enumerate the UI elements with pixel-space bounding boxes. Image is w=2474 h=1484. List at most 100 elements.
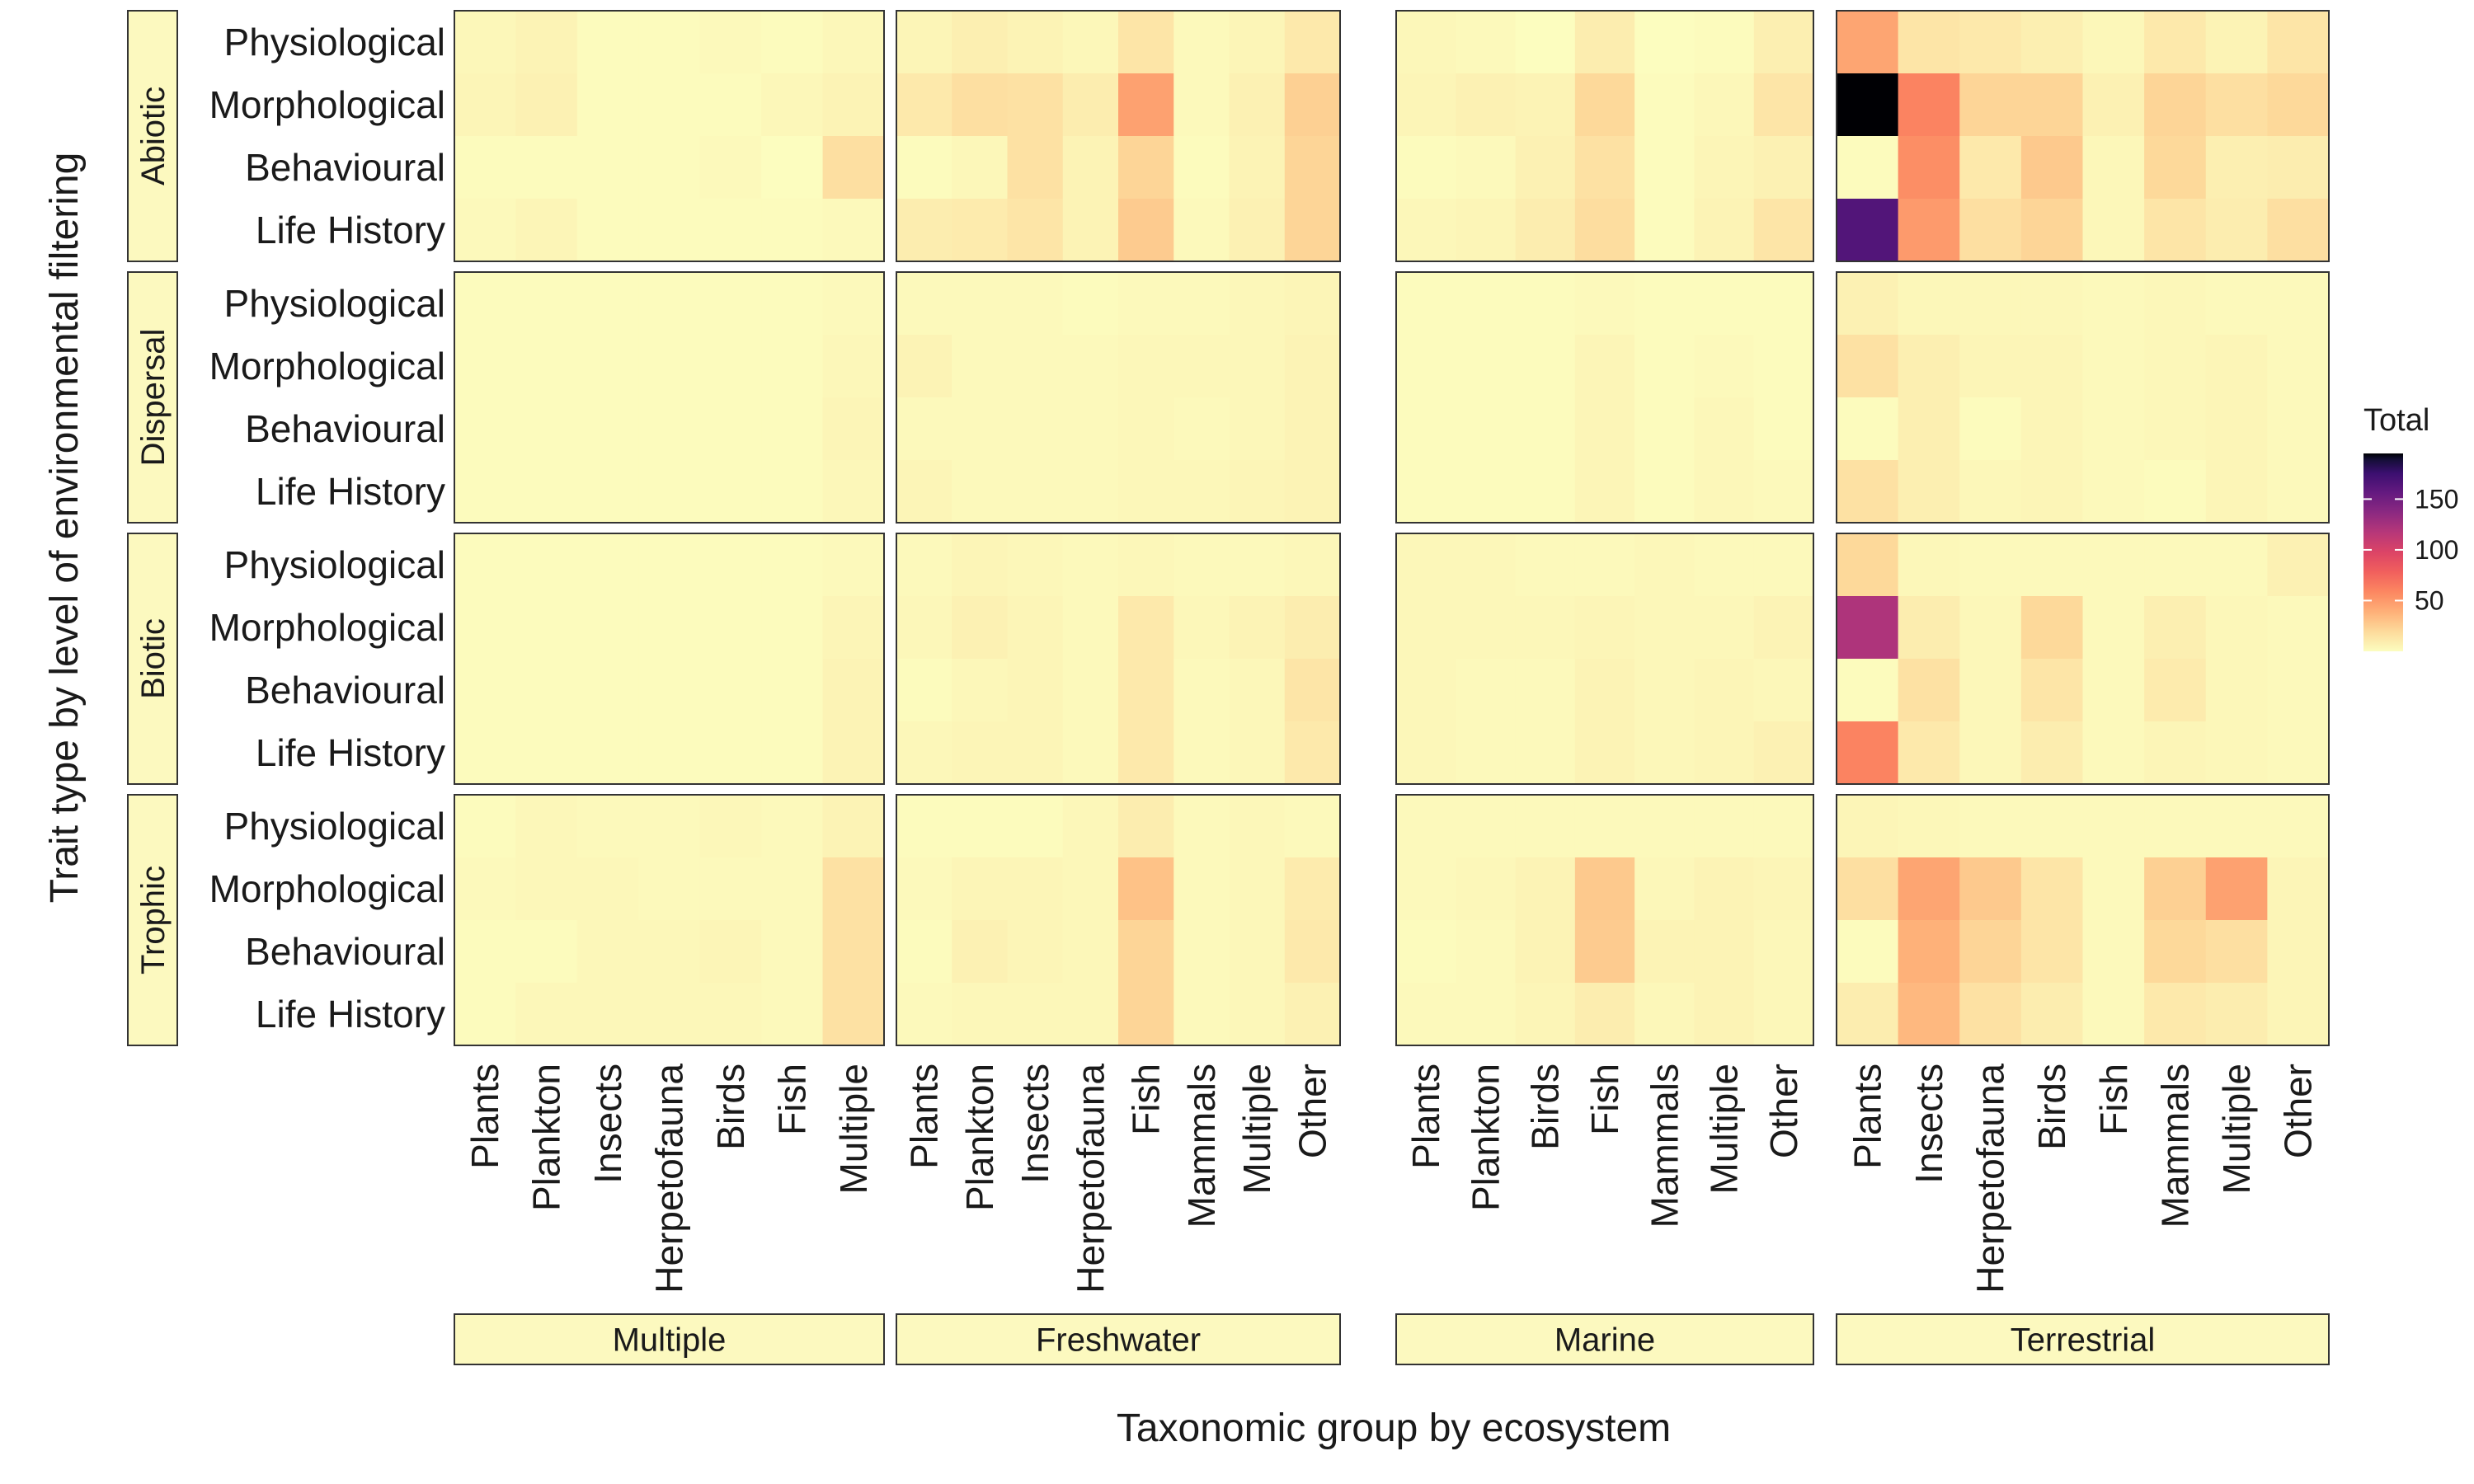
heatmap-cell [1174,795,1230,858]
heatmap-cell [454,596,517,660]
heatmap-cell [1229,721,1286,785]
heatmap-cell [1634,397,1696,461]
heatmap-cell [1007,533,1064,597]
heatmap-cell [2205,272,2268,336]
heatmap-cell [576,460,639,524]
heatmap-cell [1515,11,1576,74]
heatmap-cell [1284,335,1341,398]
heatmap-cell [1515,73,1576,137]
y-axis-title: Trait type by level of environmental fil… [43,153,87,904]
heatmap-cell [1515,460,1576,524]
heatmap-cell [576,11,639,74]
heatmap-cell [1007,11,1064,74]
heatmap-cell [1062,199,1119,262]
heatmap-cell [1634,272,1696,336]
heatmap-cell [699,272,762,336]
heatmap-cell [1898,397,1960,461]
heatmap-cell [2020,272,2084,336]
heatmap-cell [2205,920,2268,984]
heatmap-cell [761,983,824,1046]
heatmap-cell [638,983,701,1046]
heatmap-cell [1837,596,1899,660]
heatmap-cell [1837,659,1899,722]
heatmap-cell [1515,596,1576,660]
heatmap-cell [2267,11,2330,74]
heatmap-cell [1753,721,1814,785]
heatmap-cell [699,795,762,858]
heatmap-cell [1837,136,1899,200]
heatmap-cell [454,460,517,524]
heatmap-cell [1634,983,1696,1046]
heatmap-cell [1515,659,1576,722]
heatmap-cell [1959,272,2022,336]
legend: Total 150 100 50 [2363,403,2458,651]
heatmap-cell [1753,857,1814,921]
col-facet-strip-marine [1395,1313,1814,1365]
heatmap-cell [822,721,885,785]
heatmap-cell [761,460,824,524]
heatmap-cell [1515,721,1576,785]
x-tick-label-birds: Birds [2030,1064,2073,1150]
heatmap-cell [1062,721,1119,785]
heatmap-cell [1694,983,1755,1046]
heatmap-cell [515,73,578,137]
heatmap-cell [1574,73,1635,137]
heatmap-cell [1898,596,1960,660]
heatmap-cell [1898,659,1960,722]
heatmap-cell [1229,73,1286,137]
plot-area: Abiotic Physiological Morphological Behavio… [127,10,2330,1365]
panel-border [454,533,885,785]
heatmap-cell [822,460,885,524]
heatmap-cell [1574,533,1635,597]
heatmap-cell [1837,857,1899,921]
heatmap-cell [1634,795,1696,858]
heatmap-cell [1574,397,1635,461]
heatmap-cell [1634,11,1696,74]
heatmap-cell [515,460,578,524]
heatmap-cell [761,596,824,660]
heatmap-cell [1174,335,1230,398]
heatmap-cell [952,335,1009,398]
heatmap-cell [952,199,1009,262]
heatmap-cell [896,460,952,524]
heatmap-cell [1396,533,1456,597]
heatmap-cell [761,272,824,336]
x-tick-label-insects: Insects [1014,1064,1056,1184]
heatmap-cell [896,795,952,858]
heatmap-cell [1634,335,1696,398]
heatmap-cell [1634,460,1696,524]
heatmap-cell [454,533,517,597]
heatmap-cell [1284,920,1341,984]
heatmap-cell [638,533,701,597]
heatmap-cell [1959,721,2022,785]
heatmap-cell [2205,533,2268,597]
heatmap-cell [699,199,762,262]
heatmap-cell [1229,659,1286,722]
heatmap-cell [1694,272,1755,336]
heatmap-cell [2020,596,2084,660]
heatmap-cell [699,11,762,74]
heatmap-cell [1174,983,1230,1046]
col-facet-label-marine: Marine [1554,1322,1655,1359]
heatmap-cell [454,857,517,921]
heatmap-cell [515,920,578,984]
heatmap-cell [1174,136,1230,200]
heatmap-cell [1174,721,1230,785]
x-tick-label-mammals: Mammals [1180,1064,1223,1228]
heatmap-cell [515,136,578,200]
heatmap-cell [454,721,517,785]
heatmap-cell [699,533,762,597]
heatmap-cell [1959,460,2022,524]
heatmap-cell [1396,721,1456,785]
heatmap-cell [1284,199,1341,262]
legend-colorbar [2363,453,2403,651]
y-tick-label-behavioural: Behavioural [245,146,445,189]
y-tick-label-life-history: Life History [256,209,445,251]
heatmap-cell [1959,659,2022,722]
heatmap-cell [1118,73,1174,137]
heatmap-cell [1174,659,1230,722]
heatmap-cell [1634,659,1696,722]
heatmap-cell [1959,596,2022,660]
x-tick-label-birds: Birds [1524,1064,1567,1150]
heatmap-cell [1062,795,1119,858]
